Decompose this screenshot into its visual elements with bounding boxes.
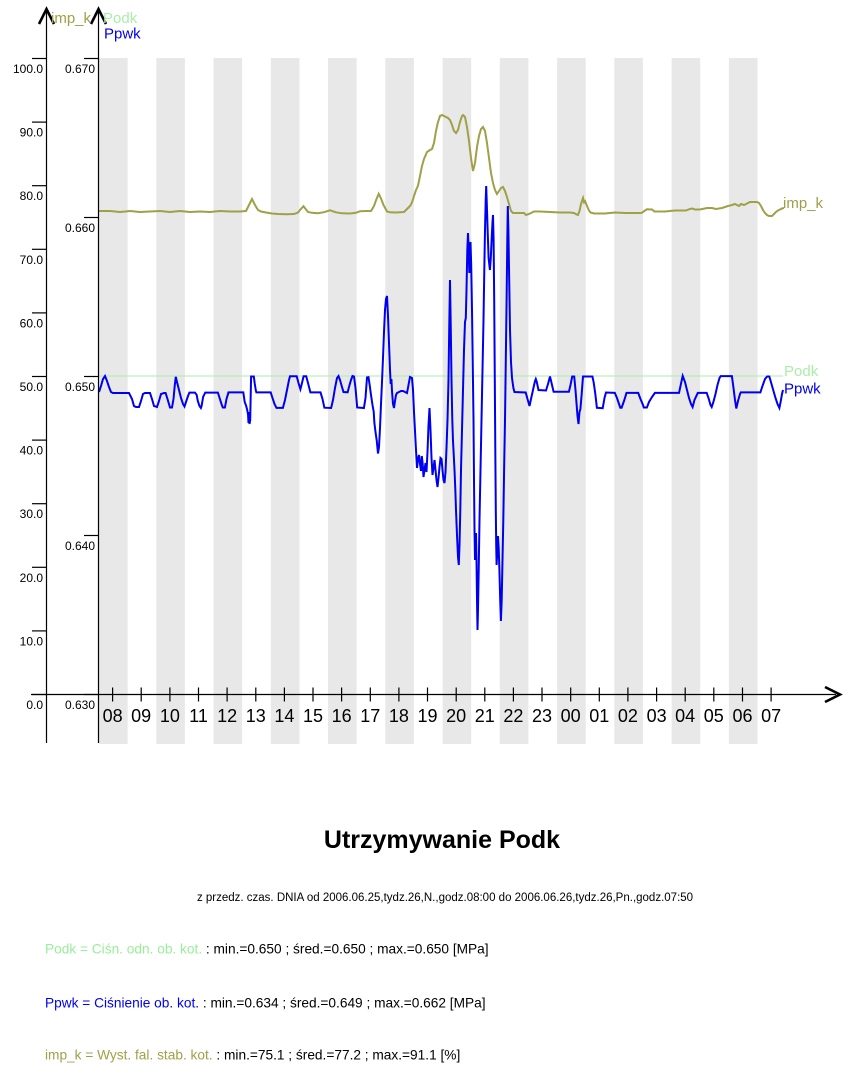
svg-text:04: 04: [675, 706, 695, 726]
svg-text:0.670: 0.670: [65, 62, 95, 76]
svg-text:0.650: 0.650: [65, 380, 95, 394]
svg-text:01: 01: [589, 706, 609, 726]
svg-text:10: 10: [160, 706, 180, 726]
svg-text:07: 07: [761, 706, 781, 726]
svg-text:00: 00: [561, 706, 581, 726]
svg-text:21: 21: [475, 706, 495, 726]
svg-text:Ppwk = Ciśnienie ob. kot. : mi: Ppwk = Ciśnienie ob. kot. : min.=0.634 ;…: [45, 996, 486, 1011]
svg-text:0.640: 0.640: [65, 539, 95, 553]
svg-text:imp_k = Wyst. fal. stab. kot.: imp_k = Wyst. fal. stab. kot. : min.=75.…: [45, 1048, 460, 1063]
svg-text:13: 13: [246, 706, 266, 726]
svg-text:Ppwk: Ppwk: [784, 381, 821, 398]
svg-text:23: 23: [532, 706, 552, 726]
svg-text:15: 15: [303, 706, 323, 726]
svg-text:06: 06: [732, 706, 752, 726]
svg-text:20: 20: [446, 706, 466, 726]
svg-text:Podk: Podk: [784, 363, 819, 380]
svg-text:16: 16: [332, 706, 352, 726]
svg-text:70.0: 70.0: [20, 253, 44, 267]
svg-text:09: 09: [131, 706, 151, 726]
svg-text:Ppwk: Ppwk: [104, 26, 141, 43]
svg-text:50.0: 50.0: [20, 380, 44, 394]
svg-text:0.660: 0.660: [65, 221, 95, 235]
svg-text:05: 05: [704, 706, 724, 726]
svg-text:80.0: 80.0: [20, 189, 44, 203]
svg-text:11: 11: [189, 706, 208, 726]
svg-text:100.0: 100.0: [13, 62, 43, 76]
svg-text:17: 17: [360, 706, 380, 726]
svg-text:10.0: 10.0: [20, 634, 44, 648]
svg-text:imp_k: imp_k: [51, 10, 92, 27]
svg-text:Podk: Podk: [103, 10, 138, 27]
svg-text:0.0: 0.0: [26, 698, 43, 712]
svg-text:Podk = Ciśn. odn. ob. kot. : m: Podk = Ciśn. odn. ob. kot. : min.=0.650 …: [45, 942, 489, 957]
svg-text:20.0: 20.0: [20, 571, 44, 585]
svg-text:22: 22: [503, 706, 523, 726]
svg-text:60.0: 60.0: [20, 316, 44, 330]
svg-text:z przedz. czas. DNIA od 2006.0: z przedz. czas. DNIA od 2006.06.25,tydz.…: [197, 892, 693, 904]
svg-text:02: 02: [618, 706, 638, 726]
svg-text:08: 08: [103, 706, 123, 726]
svg-text:90.0: 90.0: [20, 126, 44, 140]
svg-text:40.0: 40.0: [20, 444, 44, 458]
svg-text:Utrzymywanie Podk: Utrzymywanie Podk: [324, 826, 560, 854]
svg-text:30.0: 30.0: [20, 507, 44, 521]
svg-text:18: 18: [389, 706, 409, 726]
svg-text:19: 19: [417, 706, 437, 726]
svg-text:12: 12: [217, 706, 237, 726]
svg-text:imp_k: imp_k: [783, 195, 824, 212]
svg-text:03: 03: [647, 706, 667, 726]
svg-text:0.630: 0.630: [65, 698, 95, 712]
svg-text:14: 14: [274, 706, 294, 726]
